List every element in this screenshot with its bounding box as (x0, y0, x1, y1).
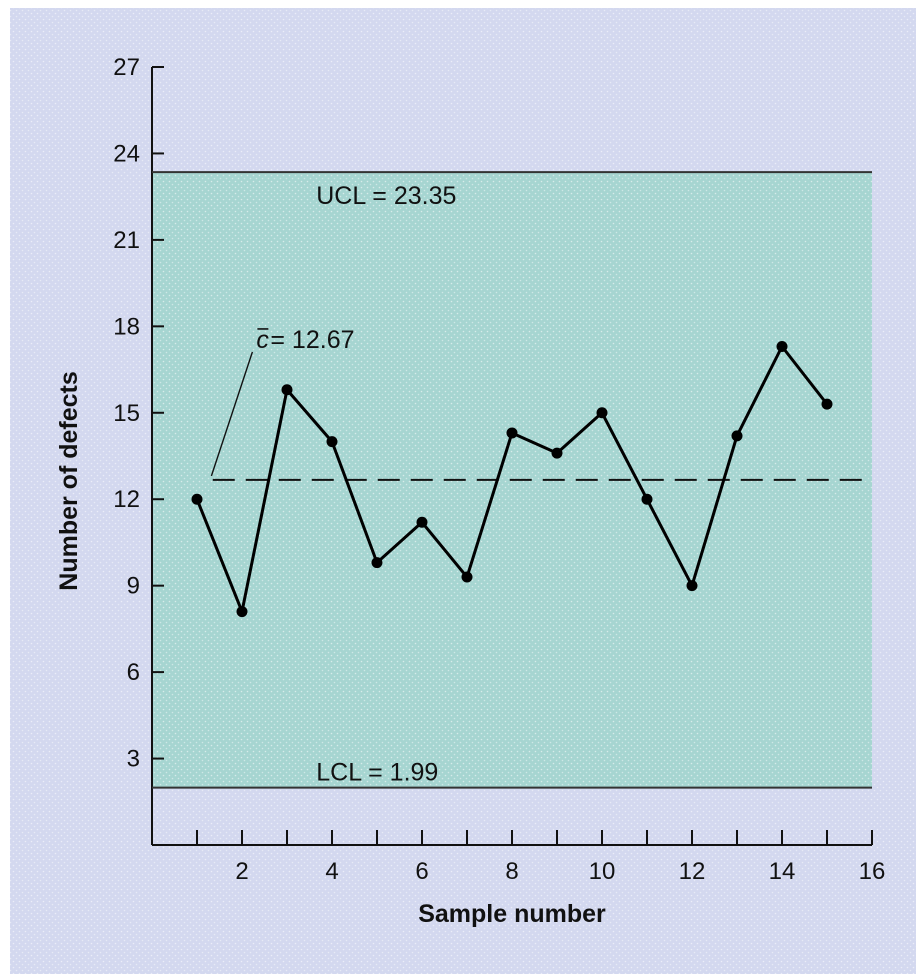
data-point (371, 557, 383, 569)
data-point (686, 580, 698, 592)
lcl-label: LCL = 1.99 (316, 759, 438, 787)
center-label-leader (210, 351, 254, 477)
data-point (236, 606, 248, 618)
data-point (191, 493, 203, 505)
center-label-value: = 12.67 (270, 326, 354, 354)
data-point (461, 571, 473, 583)
x-tick-label: 4 (325, 858, 338, 885)
ucl-label: UCL = 23.35 (316, 182, 456, 210)
center-label: c = 12.67 (210, 326, 355, 477)
data-point (641, 493, 653, 505)
x-tick-label: 2 (235, 858, 248, 885)
x-tick-label: 8 (505, 858, 518, 885)
y-tick-label: 21 (113, 227, 140, 254)
series-layer (191, 341, 833, 618)
y-tick-label: 15 (113, 400, 140, 427)
y-tick-label: 18 (113, 313, 140, 340)
data-point (326, 436, 338, 448)
x-axis-title: Sample number (418, 900, 606, 928)
center-label-symbol: c (256, 326, 269, 354)
y-tick-label: 24 (113, 140, 140, 167)
data-point (551, 447, 563, 459)
data-point (596, 407, 608, 419)
x-tick-label: 10 (589, 858, 616, 885)
y-tick-label: 27 (113, 54, 140, 81)
y-tick-label: 3 (127, 746, 140, 773)
x-tick-label: 6 (415, 858, 428, 885)
x-tick-label: 14 (769, 858, 796, 885)
data-point (821, 398, 833, 410)
y-tick-label: 6 (127, 659, 140, 686)
x-tick-label: 12 (679, 858, 706, 885)
y-axis-title: Number of defects (55, 371, 83, 590)
data-point (506, 427, 518, 439)
y-tick-label: 12 (113, 486, 140, 513)
data-point (776, 341, 788, 353)
data-point (416, 516, 428, 528)
data-point (731, 430, 743, 442)
x-tick-label: 16 (859, 858, 886, 885)
data-point (281, 384, 293, 396)
y-tick-label: 9 (127, 573, 140, 600)
